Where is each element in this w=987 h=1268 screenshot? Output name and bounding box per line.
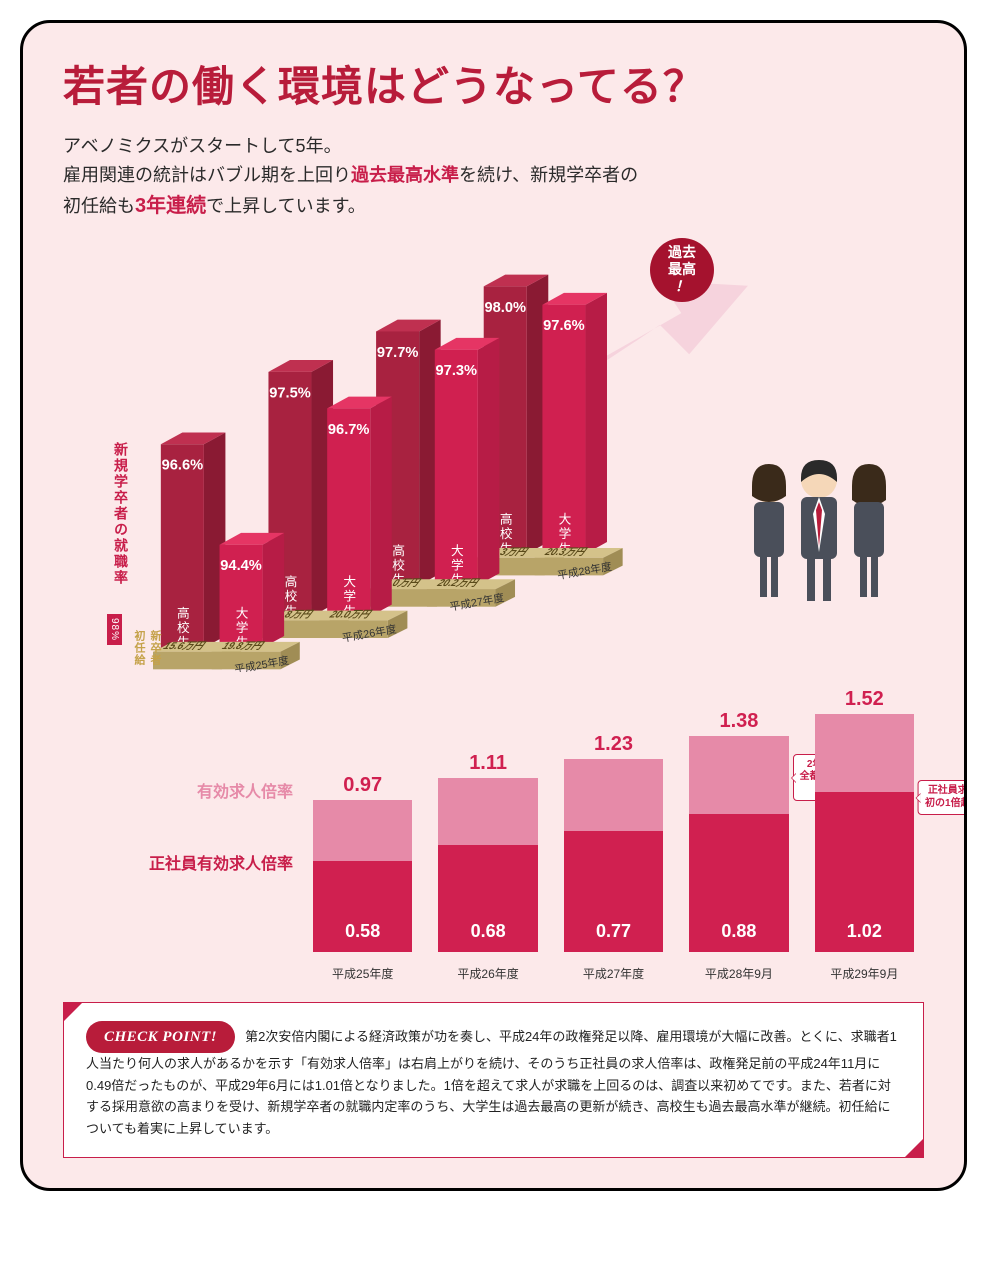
ratio-bar-column: 0.97 0.58: [313, 774, 412, 952]
svg-text:20.0万円: 20.0万円: [327, 609, 374, 620]
ratio-x-label: 平成25年度: [313, 965, 412, 982]
page-title: 若者の働く環境はどうなってる？: [63, 53, 924, 114]
ratio-bar-bottom-segment: 1.02: [815, 792, 914, 951]
ratio-x-label: 平成26年度: [438, 965, 537, 982]
svg-text:97.5%: 97.5%: [269, 385, 311, 401]
intro-line1: アベノミクスがスタートして5年。: [63, 136, 342, 156]
legend-fulltime-ratio: 正社員有効求人倍率: [149, 850, 293, 874]
y-axis-tick-98: 98%: [107, 614, 122, 645]
ratio-bar-bottom-segment: 0.58: [313, 861, 412, 952]
y-axis-label: 新規学卒者の就職率: [111, 442, 131, 586]
infographic-card: 若者の働く環境はどうなってる？ アベノミクスがスタートして5年。 雇用関連の統計…: [20, 20, 967, 1191]
ratio-bar-column: 1.23 0.77: [564, 733, 663, 951]
svg-text:97.7%: 97.7%: [377, 344, 419, 360]
ratio-bar-column: 1.11 0.68: [438, 752, 537, 951]
svg-text:15.6万円: 15.6万円: [161, 640, 207, 651]
record-badge-exclaim: ！: [668, 278, 696, 295]
intro-line3a: 初任給も: [63, 196, 135, 216]
front-axis-label: 新卒者初任給: [131, 630, 163, 672]
legend-total-ratio: 有効求人倍率: [197, 778, 293, 802]
intro-highlight-2: 3年連続: [135, 195, 206, 217]
record-badge: 過去 最高！: [650, 238, 714, 302]
intro-line2b: を続け、新規学卒者の: [459, 165, 638, 185]
ratio-x-label: 平成29年9月: [815, 965, 914, 982]
ratio-total-value: 1.11: [469, 752, 507, 775]
ratio-total-value: 0.97: [343, 774, 382, 797]
ratio-x-label: 平成28年9月: [689, 965, 788, 982]
checkpoint-pill: CHECK POINT!: [86, 1021, 235, 1054]
people-illustration: [734, 452, 904, 612]
ratio-bar-bottom-segment: 0.77: [564, 831, 663, 951]
ratio-bar-top-segment: [438, 778, 537, 845]
intro-line2a: 雇用関連の統計はバブル期を上回り: [63, 165, 351, 185]
svg-text:20.3万円: 20.3万円: [542, 546, 589, 557]
ratio-chart-legend: 有効求人倍率 正社員有効求人倍率: [73, 682, 303, 982]
svg-text:98.0%: 98.0%: [484, 299, 526, 315]
svg-text:96.7%: 96.7%: [328, 421, 370, 437]
ratio-bar-top-segment: [313, 800, 412, 861]
job-ratio-chart: 有効求人倍率 正社員有効求人倍率 0.97 0.58 1.11 0.68 1.23 0.7…: [73, 682, 914, 982]
ratio-bars-container: 0.970.581.110.681.230.771.380.882年連続！全都道…: [313, 682, 914, 952]
ratio-x-label: 平成27年度: [564, 965, 663, 982]
ratio-bar-bottom-segment: 0.68: [438, 845, 537, 951]
svg-text:97.3%: 97.3%: [436, 363, 478, 379]
ratio-bar-bottom-segment: 0.88: [689, 814, 788, 952]
svg-text:96.6%: 96.6%: [162, 457, 204, 473]
ratio-total-value: 1.38: [719, 710, 758, 733]
ratio-bar-top-segment: [564, 759, 663, 831]
employment-rate-3d-chart: 新規学卒者の就職率 98% 新卒者初任給 過去 最高！ 98.0%高校生97.6…: [63, 242, 924, 672]
ratio-bar-column: 1.380.882年連続！全都道府県で1倍超: [689, 710, 788, 952]
corner-decoration-br: [904, 1138, 924, 1158]
intro-line3b: で上昇しています。: [206, 196, 366, 216]
record-badge-text2: 最高: [668, 261, 696, 278]
corner-decoration-tl: [63, 1002, 83, 1022]
ratio-total-value: 1.52: [845, 688, 884, 711]
intro-paragraph: アベノミクスがスタートして5年。 雇用関連の統計はバブル期を上回り過去最高水準を…: [63, 132, 924, 222]
svg-text:19.8万円: 19.8万円: [220, 640, 266, 651]
ratio-bar-top-segment: [815, 714, 914, 792]
svg-text:97.6%: 97.6%: [543, 318, 585, 334]
ratio-bar-top-segment: [689, 736, 788, 814]
svg-text:20.2万円: 20.2万円: [434, 577, 481, 588]
intro-highlight-1: 過去最高水準: [351, 165, 459, 185]
record-badge-text1: 過去: [668, 244, 696, 261]
ratio-x-labels: 平成25年度 平成26年度 平成27年度 平成28年9月 平成29年9月: [313, 965, 914, 982]
svg-text:94.4%: 94.4%: [220, 558, 262, 574]
ratio-callout: 正社員求人も初の1倍超え！: [918, 780, 967, 815]
ratio-total-value: 1.23: [594, 733, 633, 756]
ratio-bar-column: 1.521.02正社員求人も初の1倍超え！: [815, 688, 914, 952]
checkpoint-box: CHECK POINT!第2次安倍内閣による経済政策が功を奏し、平成24年の政権…: [63, 1002, 924, 1159]
